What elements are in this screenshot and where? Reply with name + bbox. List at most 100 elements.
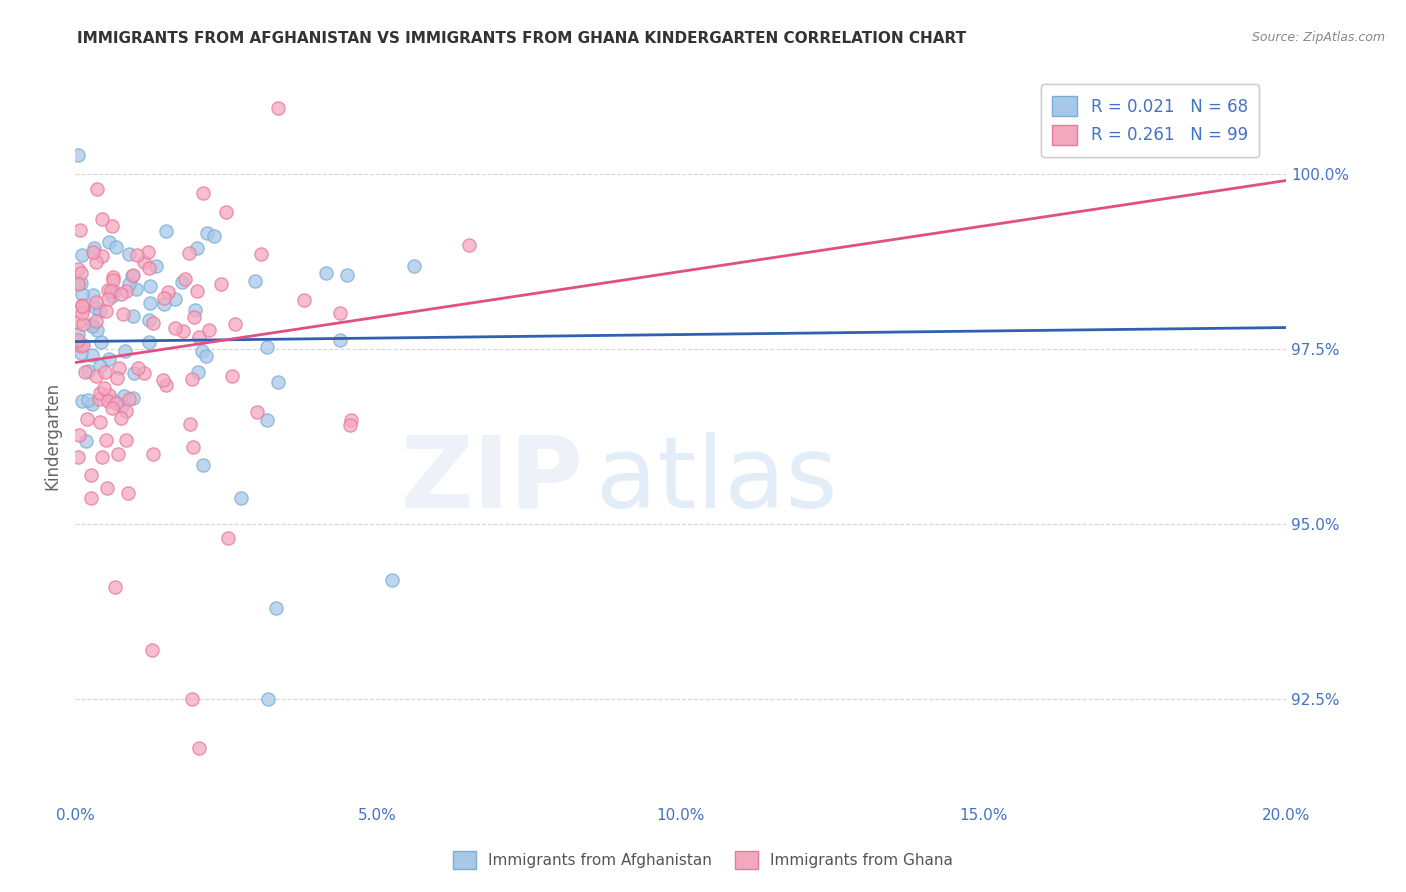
Point	[138, 296, 160, 310]
Point	[107, 371, 129, 385]
Point	[138, 313, 160, 327]
Point	[114, 343, 136, 358]
Point	[89, 359, 111, 373]
Point	[132, 366, 155, 380]
Point	[90, 212, 112, 227]
Point	[183, 310, 205, 324]
Point	[100, 285, 122, 299]
Point	[266, 600, 288, 615]
Point	[124, 282, 146, 296]
Point	[82, 348, 104, 362]
Point	[100, 289, 122, 303]
Point	[217, 531, 239, 545]
Point	[122, 367, 145, 381]
Point	[256, 340, 278, 354]
Point	[181, 372, 204, 386]
Point	[75, 365, 97, 379]
Point	[76, 393, 98, 408]
Point	[84, 301, 107, 316]
Text: ZIP: ZIP	[401, 432, 583, 529]
Point	[97, 394, 120, 409]
Point	[67, 334, 90, 348]
Point	[122, 391, 145, 405]
Point	[198, 323, 221, 337]
Point	[108, 360, 131, 375]
Point	[70, 266, 93, 280]
Point	[191, 186, 214, 200]
Point	[72, 301, 94, 315]
Point	[256, 413, 278, 427]
Point	[84, 314, 107, 328]
Point	[152, 291, 174, 305]
Point	[93, 382, 115, 396]
Point	[243, 274, 266, 288]
Point	[122, 310, 145, 324]
Point	[157, 285, 180, 299]
Point	[181, 440, 204, 454]
Point	[249, 246, 271, 260]
Point	[187, 365, 209, 379]
Point	[98, 351, 121, 366]
Y-axis label: Kindergarten: Kindergarten	[44, 382, 60, 490]
Point	[231, 491, 253, 505]
Point	[89, 415, 111, 429]
Point	[177, 245, 200, 260]
Point	[209, 277, 232, 292]
Point	[381, 573, 404, 587]
Point	[87, 392, 110, 406]
Point	[76, 412, 98, 426]
Point	[141, 642, 163, 657]
Point	[179, 417, 201, 431]
Point	[118, 392, 141, 407]
Point	[94, 365, 117, 379]
Point	[155, 224, 177, 238]
Point	[67, 147, 90, 161]
Point	[98, 235, 121, 249]
Point	[112, 389, 135, 403]
Point	[105, 239, 128, 253]
Text: atlas: atlas	[596, 432, 838, 529]
Point	[155, 378, 177, 392]
Point	[67, 262, 90, 277]
Point	[84, 295, 107, 310]
Point	[111, 400, 134, 414]
Point	[67, 326, 90, 341]
Point	[202, 229, 225, 244]
Point	[75, 434, 97, 449]
Point	[191, 344, 214, 359]
Point	[82, 245, 104, 260]
Point	[101, 270, 124, 285]
Point	[145, 259, 167, 273]
Point	[136, 245, 159, 260]
Point	[100, 401, 122, 416]
Point	[117, 486, 139, 500]
Point	[80, 397, 103, 411]
Point	[152, 297, 174, 311]
Point	[80, 318, 103, 333]
Point	[132, 254, 155, 268]
Point	[86, 323, 108, 337]
Point	[221, 368, 243, 383]
Point	[80, 491, 103, 505]
Point	[70, 299, 93, 313]
Point	[186, 241, 208, 255]
Point	[107, 447, 129, 461]
Point	[139, 278, 162, 293]
Point	[152, 373, 174, 387]
Point	[404, 259, 426, 273]
Point	[329, 306, 352, 320]
Point	[125, 248, 148, 262]
Point	[70, 298, 93, 312]
Point	[118, 277, 141, 291]
Point	[256, 691, 278, 706]
Point	[91, 249, 114, 263]
Point	[83, 241, 105, 255]
Point	[103, 284, 125, 298]
Point	[188, 330, 211, 344]
Point	[90, 334, 112, 349]
Point	[163, 321, 186, 335]
Point	[84, 254, 107, 268]
Point	[84, 368, 107, 383]
Point	[121, 268, 143, 283]
Point	[191, 458, 214, 472]
